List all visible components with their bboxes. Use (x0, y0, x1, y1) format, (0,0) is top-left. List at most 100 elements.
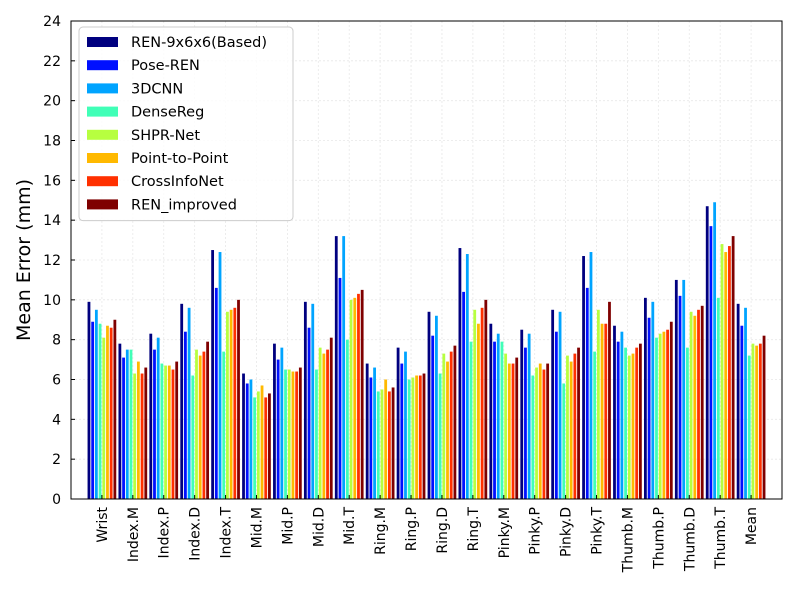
x-tick-label: Index.M (126, 507, 142, 562)
bar (171, 369, 175, 499)
bar (697, 309, 700, 499)
bar (407, 379, 411, 499)
bar (728, 246, 731, 499)
x-tick-label: Ring.M (373, 507, 389, 555)
bar (608, 301, 611, 499)
x-tick-label: Pinky.T (590, 507, 606, 555)
legend-box (78, 26, 294, 222)
x-tick-label: Thumb.D (682, 507, 698, 572)
bar (585, 287, 589, 499)
bar (202, 351, 206, 499)
bar (322, 353, 326, 499)
bar (140, 373, 144, 499)
bar (446, 361, 449, 499)
x-tick-label: Mid.D (311, 507, 327, 547)
y-tick-label: 18 (43, 134, 61, 150)
bar (524, 347, 527, 499)
legend-label: Pose-REN (131, 58, 200, 74)
bar (554, 331, 558, 499)
bar (546, 363, 550, 499)
legend: REN-9x6x6(Based) Pose-REN 3DCNN DenseReg SHP… (78, 26, 294, 222)
bar (191, 375, 195, 499)
bar (98, 323, 102, 499)
bar (307, 327, 311, 499)
bar (755, 345, 759, 499)
bar (635, 347, 639, 499)
y-tick-label: 12 (43, 253, 61, 269)
x-tick-label: Index.D (188, 507, 204, 561)
bar (613, 325, 616, 499)
bar (449, 351, 453, 499)
bar (245, 383, 249, 499)
bar (638, 343, 642, 499)
bar (396, 347, 400, 499)
bar (418, 375, 422, 499)
bar (109, 327, 113, 499)
bar (404, 351, 407, 499)
bar (596, 309, 600, 499)
bar (357, 293, 360, 499)
bar (122, 357, 125, 499)
bar (504, 353, 508, 499)
bar (153, 349, 156, 499)
bar (391, 387, 395, 499)
x-tick-label: Thumb.M (620, 507, 636, 573)
bar (689, 311, 693, 499)
bar (736, 303, 740, 499)
bar (94, 309, 98, 499)
bar (268, 393, 271, 499)
bar (175, 361, 179, 499)
bar (716, 297, 720, 499)
bar (693, 315, 697, 499)
bar (531, 375, 535, 499)
bar (740, 325, 744, 499)
bar (318, 347, 322, 499)
bar (484, 299, 488, 499)
y-axis-label: Mean Error (mm) (13, 179, 35, 341)
bar (329, 337, 333, 499)
bar (647, 317, 651, 499)
bar (477, 323, 480, 499)
bars (87, 202, 766, 499)
bar (144, 367, 148, 499)
bar (349, 299, 353, 499)
bar (249, 379, 253, 499)
bar (709, 226, 713, 499)
bar (180, 303, 184, 499)
bar (558, 311, 562, 499)
bar (700, 305, 704, 499)
bar (198, 355, 202, 499)
bar (387, 391, 391, 499)
bar (369, 377, 373, 499)
x-tick-label: Mid.T (342, 507, 358, 545)
y-tick-label: 20 (43, 94, 61, 110)
legend-label: REN-9x6x6(Based) (131, 35, 267, 51)
x-tick-label: Wrist (95, 507, 111, 543)
bar (226, 311, 229, 499)
bar (724, 252, 728, 499)
bar (511, 363, 515, 499)
bar (751, 343, 755, 499)
bar (435, 315, 438, 499)
bar (276, 359, 280, 499)
bar (291, 371, 295, 499)
bar (400, 363, 404, 499)
bar (651, 301, 655, 499)
legend-swatch (87, 153, 118, 163)
x-tick-label: Ring.T (466, 507, 482, 552)
bar (674, 279, 678, 499)
bar (315, 369, 318, 499)
bar (573, 353, 577, 499)
bar (627, 355, 631, 499)
bar (187, 307, 191, 499)
bar (542, 369, 546, 499)
bar (535, 367, 538, 499)
bar (744, 307, 747, 499)
bar (431, 335, 435, 499)
bar (731, 236, 735, 499)
bar (604, 323, 608, 499)
x-tick-label: Mid.P (280, 507, 296, 545)
bar (242, 373, 245, 499)
